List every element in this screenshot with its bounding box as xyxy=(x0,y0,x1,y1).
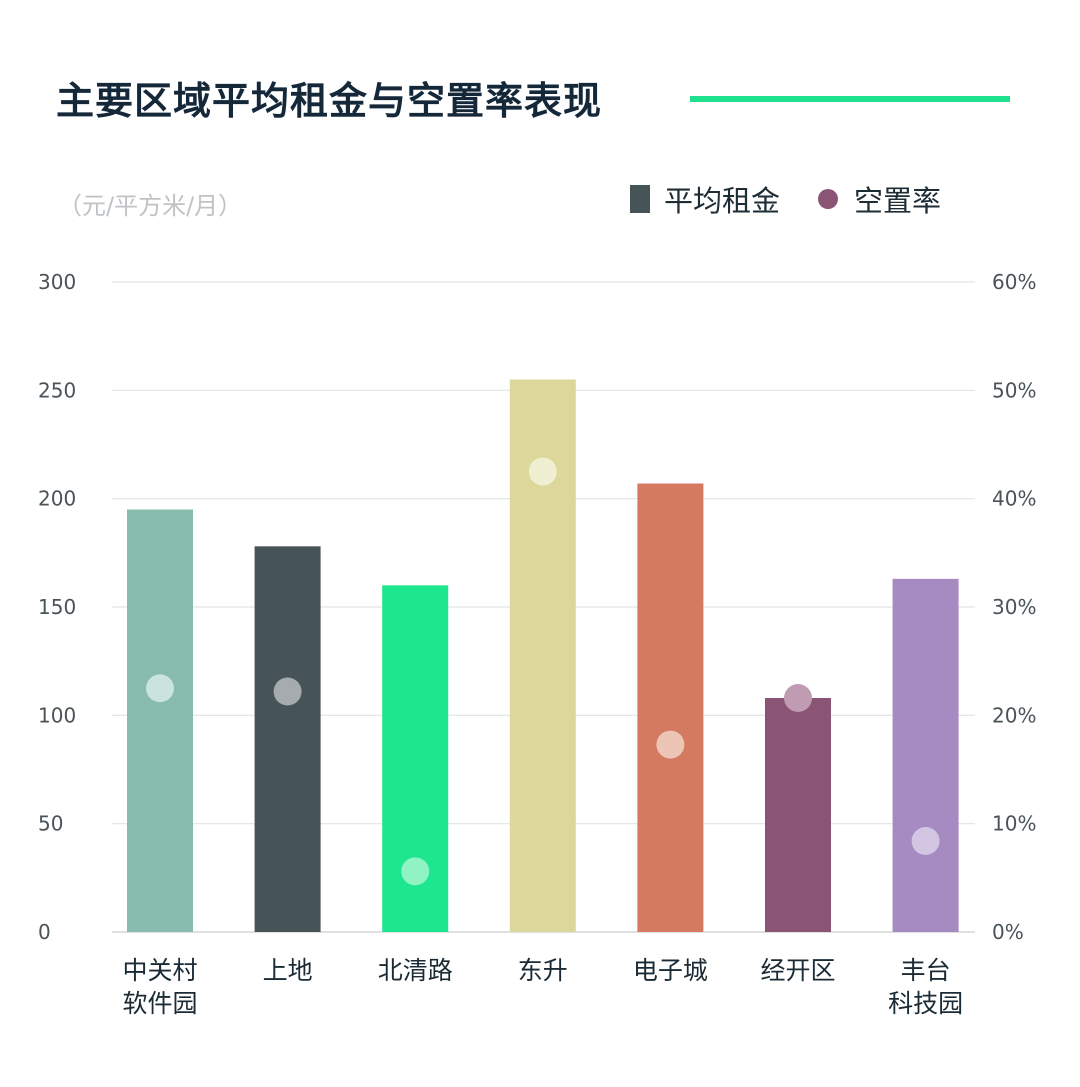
y-left-tick-label: 50 xyxy=(38,812,63,836)
x-category-label: 电子城 xyxy=(633,956,708,985)
y-right-tick-label: 10% xyxy=(992,812,1036,836)
y-right-tick-label: 50% xyxy=(992,378,1036,402)
rent-bar xyxy=(892,578,959,932)
y-left-tick-label: 100 xyxy=(38,703,76,727)
legend-vacancy-label: 空置率 xyxy=(854,184,942,218)
x-category-label: 上地 xyxy=(263,956,313,985)
legend: 平均租金 空置率 xyxy=(630,178,941,220)
x-category-label-line: 软件园 xyxy=(122,989,197,1018)
vacancy-point xyxy=(401,857,430,886)
y-axis-right: 0% 10% 20% 30% 40% 50% 60% xyxy=(992,270,1036,944)
y-axis-left: 0 50 100 150 200 250 300 xyxy=(38,270,76,944)
y-right-tick-label: 0% xyxy=(992,920,1024,944)
x-category-label-line: 科技园 xyxy=(888,989,963,1018)
legend-item-rent: 平均租金 xyxy=(630,178,780,220)
x-category-label-line: 电子城 xyxy=(633,956,708,985)
x-category-label: 中关村软件园 xyxy=(122,956,197,1018)
x-category-label-line: 经开区 xyxy=(760,956,835,985)
vacancy-point xyxy=(273,677,302,706)
y-left-tick-label: 150 xyxy=(38,595,76,619)
x-category-label-line: 北清路 xyxy=(378,956,453,985)
rent-bar xyxy=(765,698,831,932)
rent-bar xyxy=(637,483,704,932)
x-category-label: 经开区 xyxy=(760,956,835,985)
y-right-tick-label: 30% xyxy=(992,595,1036,619)
rent-unit-label: （元/平方米/月） xyxy=(58,192,243,220)
vacancy-point xyxy=(656,730,685,759)
vacancy-markers xyxy=(146,457,940,886)
x-category-label-line: 上地 xyxy=(263,956,313,985)
x-category-label: 北清路 xyxy=(378,956,453,985)
rent-bar xyxy=(254,546,321,932)
y-left-tick-label: 0 xyxy=(38,920,51,944)
x-category-label: 丰台科技园 xyxy=(888,956,963,1018)
y-left-tick-label: 300 xyxy=(38,270,76,294)
y-right-tick-label: 40% xyxy=(992,487,1036,511)
x-axis-categories: 中关村软件园 上地 北清路 东升 电子城 经开区 丰台科技园 xyxy=(122,956,963,1018)
vacancy-point xyxy=(784,684,812,712)
legend-vacancy-swatch xyxy=(818,189,839,209)
vacancy-point xyxy=(528,457,557,486)
x-category-label-line: 丰台 xyxy=(901,956,951,985)
y-left-tick-label: 200 xyxy=(38,487,76,511)
y-right-tick-label: 20% xyxy=(992,703,1036,727)
legend-rent-swatch xyxy=(630,185,650,213)
vacancy-point xyxy=(146,674,174,703)
x-category-label-line: 东升 xyxy=(518,956,568,985)
y-right-tick-label: 60% xyxy=(992,270,1036,294)
chart-title: 主要区域平均租金与空置率表现 xyxy=(56,79,603,123)
y-left-tick-label: 250 xyxy=(38,378,76,402)
title-accent-rule xyxy=(690,96,1010,102)
legend-item-vacancy: 空置率 xyxy=(818,178,941,220)
x-category-label-line: 中关村 xyxy=(122,956,197,985)
x-category-label: 东升 xyxy=(518,956,568,985)
vacancy-point xyxy=(911,827,940,855)
rent-bar xyxy=(127,509,193,932)
legend-rent-label: 平均租金 xyxy=(664,184,781,218)
